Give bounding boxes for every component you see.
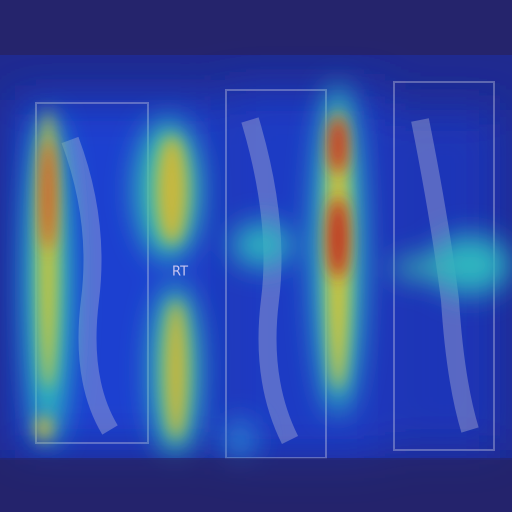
heat-red: [41, 117, 348, 278]
bottom-band: [0, 458, 512, 512]
side-marker: RT: [172, 265, 188, 280]
